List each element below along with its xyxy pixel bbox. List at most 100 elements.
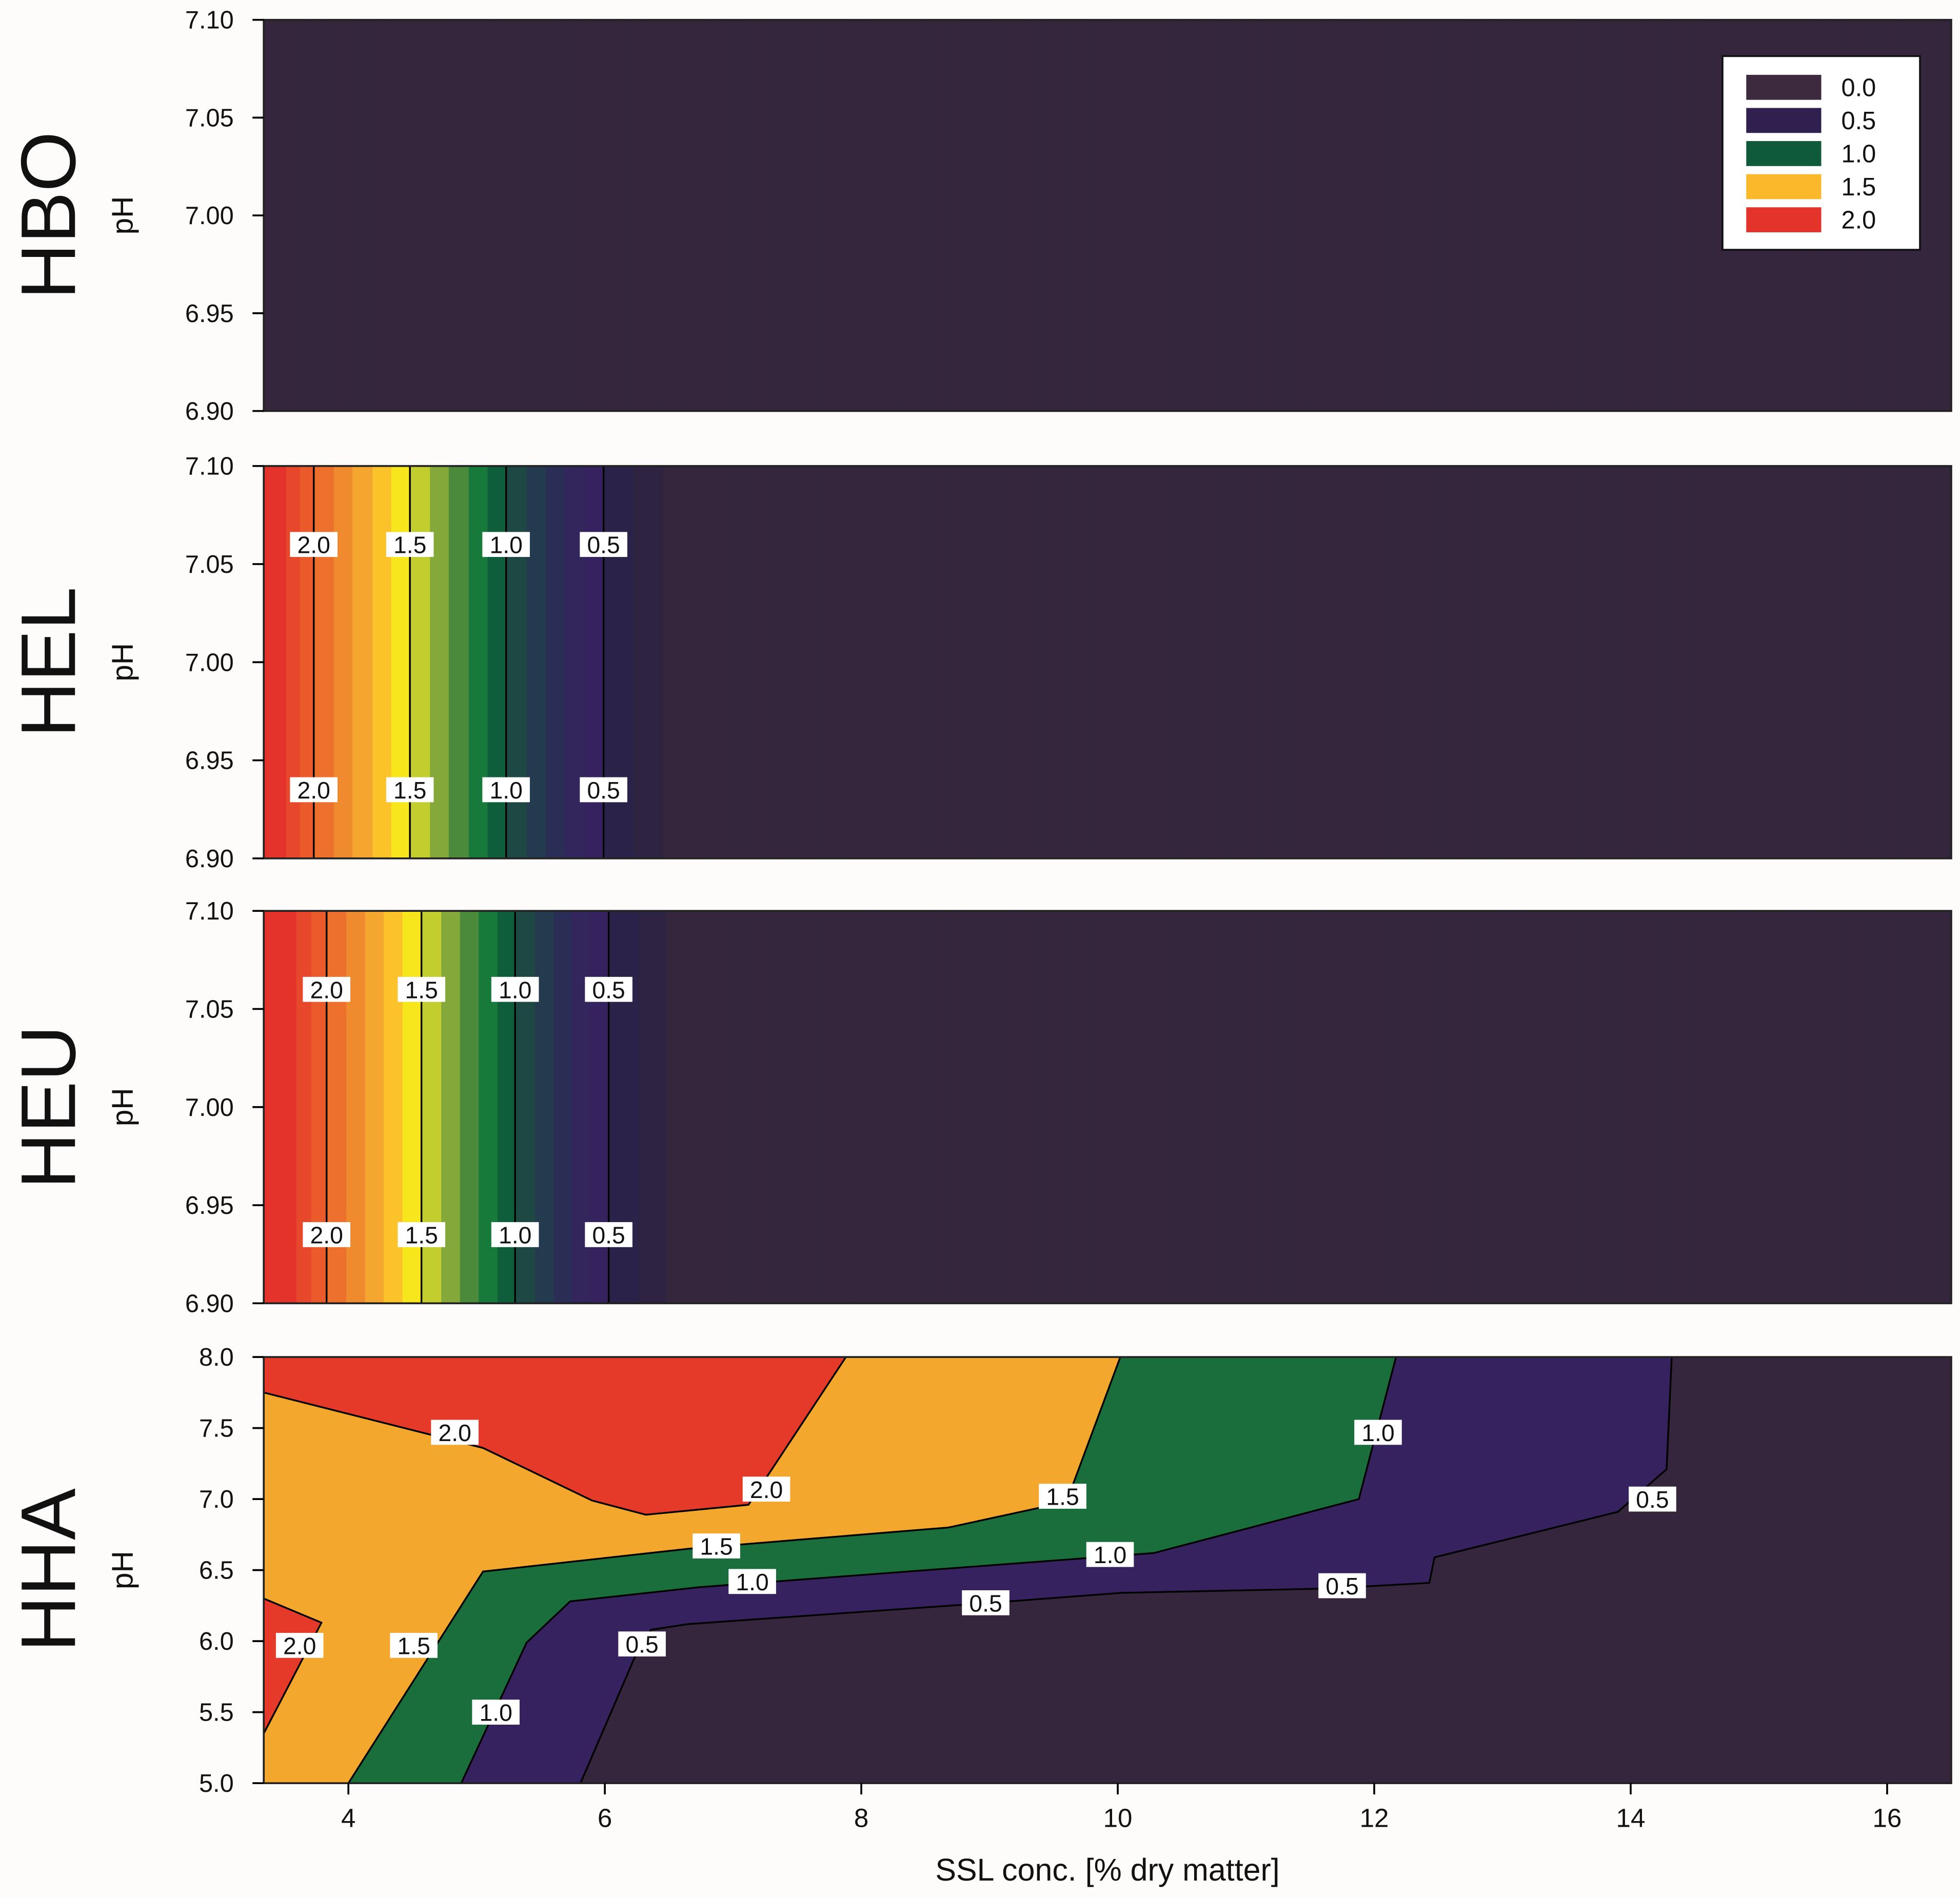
contour-band: [999, 911, 1001, 1304]
contour-band: [1917, 911, 1920, 1304]
contour-band: [1447, 911, 1450, 1304]
contour-band: [979, 19, 981, 411]
contour-line-2: [263, 1597, 323, 1734]
contour-band: [321, 19, 324, 411]
contour-band: [1529, 466, 1531, 858]
contour-band: [754, 19, 756, 411]
contour-band: [866, 911, 868, 1304]
contour-band: [772, 466, 775, 858]
contour-band: [1271, 466, 1274, 858]
contour-band: [421, 19, 424, 411]
contour-band: [691, 911, 694, 1304]
contour-band: [321, 911, 324, 1304]
contour-band: [630, 911, 632, 1304]
contour-band: [461, 19, 464, 411]
contour-band: [1015, 911, 1017, 1304]
contour-band: [1515, 911, 1517, 1304]
contour-band: [1561, 19, 1563, 411]
contour-band: [520, 466, 522, 858]
contour-band: [719, 911, 721, 1304]
contour-band: [692, 466, 695, 858]
contour-band: [1082, 19, 1085, 411]
contour-band: [1430, 911, 1432, 1304]
contour-band: [1094, 466, 1096, 858]
contour-band: [637, 911, 640, 1304]
contour-band: [768, 19, 771, 411]
contour-band: [1066, 466, 1068, 858]
contour-band: [1940, 466, 1942, 858]
contour-band: [1225, 466, 1228, 858]
contour-band: [1891, 466, 1893, 858]
contour-band: [1512, 466, 1515, 858]
contour-band: [620, 466, 622, 858]
contour-band: [1806, 466, 1809, 858]
contour-band: [1693, 466, 1696, 858]
contour-band: [1676, 19, 1678, 411]
contour-band: [382, 466, 385, 858]
contour-band: [1660, 19, 1662, 411]
contour-band: [1665, 19, 1667, 411]
contour-band: [1850, 911, 1852, 1304]
contour-band: [1357, 466, 1360, 858]
contour-band: [1438, 466, 1441, 858]
contour-band: [1242, 19, 1245, 411]
contour-band: [1172, 911, 1175, 1304]
contour-band: [612, 911, 615, 1304]
contour-band: [1546, 911, 1549, 1304]
contour-band: [280, 466, 282, 858]
contour-band: [800, 466, 802, 858]
y-tick-label: 7.05: [185, 104, 234, 132]
contour-band: [392, 19, 395, 411]
contour-band: [1740, 911, 1743, 1304]
contour-band: [1736, 911, 1738, 1304]
contour-label-box: [1039, 1484, 1086, 1509]
contour-band: [1394, 19, 1396, 411]
contour-band: [1707, 911, 1710, 1304]
contour-band: [1271, 19, 1274, 411]
contour-band: [1685, 466, 1687, 858]
contour-band: [1229, 466, 1231, 858]
contour-band: [1262, 19, 1265, 411]
contour-band: [1255, 466, 1257, 858]
contour-band: [413, 466, 416, 858]
contour-band: [1035, 19, 1037, 411]
contour-band: [892, 466, 895, 858]
contour-band: [412, 19, 415, 411]
contour-band: [742, 466, 745, 858]
contour-band: [896, 19, 899, 411]
contour-label-text: 2.0: [310, 976, 343, 1003]
contour-band: [890, 19, 892, 411]
contour-band: [1451, 19, 1454, 411]
contour-band: [1008, 466, 1011, 858]
contour-band: [612, 19, 615, 411]
contour-band: [1432, 466, 1435, 858]
contour-band: [877, 911, 880, 1304]
contour-band: [1452, 911, 1455, 1304]
contour-band: [1375, 19, 1377, 411]
contour-band: [1786, 466, 1789, 858]
contour-band: [897, 466, 900, 858]
contour-band: [460, 19, 462, 411]
contour-band: [1909, 466, 1911, 858]
contour-band: [1405, 19, 1407, 411]
contour-band: [666, 466, 668, 858]
contour-band: [1855, 466, 1857, 858]
contour-band: [1028, 911, 1031, 1304]
contour-band: [1302, 466, 1305, 858]
contour-band: [1536, 466, 1538, 858]
contour-band: [1726, 466, 1729, 858]
contour-band: [855, 19, 857, 411]
contour-band: [730, 19, 732, 411]
contour-band: [1802, 466, 1805, 858]
contour-band: [1120, 466, 1122, 858]
contour-band: [1195, 466, 1197, 858]
contour-band: [410, 19, 412, 411]
contour-band: [736, 466, 739, 858]
contour-band: [775, 19, 777, 411]
contour-band: [919, 19, 921, 411]
contour-band: [687, 466, 690, 858]
contour-band: [1330, 911, 1332, 1304]
contour-band: [1032, 911, 1035, 1304]
contour-band: [1019, 19, 1021, 411]
contour-band: [870, 466, 872, 858]
